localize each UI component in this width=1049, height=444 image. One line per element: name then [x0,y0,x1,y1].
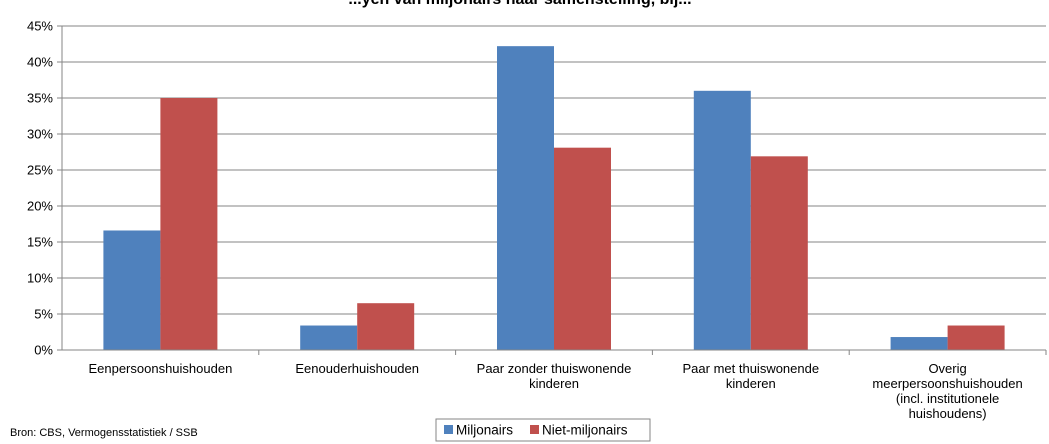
chart-title: ...yen van miljonairs naar samenstelling… [348,0,691,8]
y-tick-label: 0% [34,343,53,358]
bar-niet-miljonairs-3 [750,156,808,350]
x-category-label: Eenouderhuishouden [295,361,419,376]
y-tick-label: 10% [27,271,53,286]
y-tick-label: 5% [34,307,53,322]
legend-swatch [444,425,453,434]
x-category-label: Paar met thuiswonende [683,361,820,376]
y-tick-label: 30% [27,127,53,142]
legend-swatch [530,425,539,434]
x-category-label: kinderen [726,376,776,391]
y-tick-label: 20% [27,199,53,214]
x-category-label: Eenpersoonshuishouden [88,361,232,376]
y-tick-label: 35% [27,91,53,106]
x-category-label: Overig [928,361,966,376]
bar-miljonairs-4 [890,337,948,350]
x-category-label: Paar zonder thuiswonende [477,361,632,376]
legend-label: Miljonairs [456,423,513,438]
bar-niet-miljonairs-1 [357,303,415,350]
x-category-label: (incl. institutionele [896,391,999,406]
y-tick-label: 15% [27,235,53,250]
x-category-label: meerpersoonshuishouden [872,376,1022,391]
legend-label: Niet-miljonairs [542,423,628,438]
bar-miljonairs-2 [497,46,554,350]
bar-miljonairs-3 [693,90,751,351]
bar-niet-miljonairs-0 [160,98,218,350]
bar-niet-miljonairs-4 [947,325,1005,350]
x-category-label: kinderen [529,376,579,391]
y-tick-label: 25% [27,163,53,178]
legend-box [435,418,651,442]
y-tick-label: 40% [27,55,53,70]
source-note: Bron: CBS, Vermogensstatistiek / SSB [10,427,198,439]
bar-niet-miljonairs-2 [554,147,611,350]
x-category-label: huishoudens) [909,406,987,421]
bar-miljonairs-1 [300,325,358,350]
bar-miljonairs-0 [103,230,161,350]
y-tick-label: 45% [27,19,53,34]
